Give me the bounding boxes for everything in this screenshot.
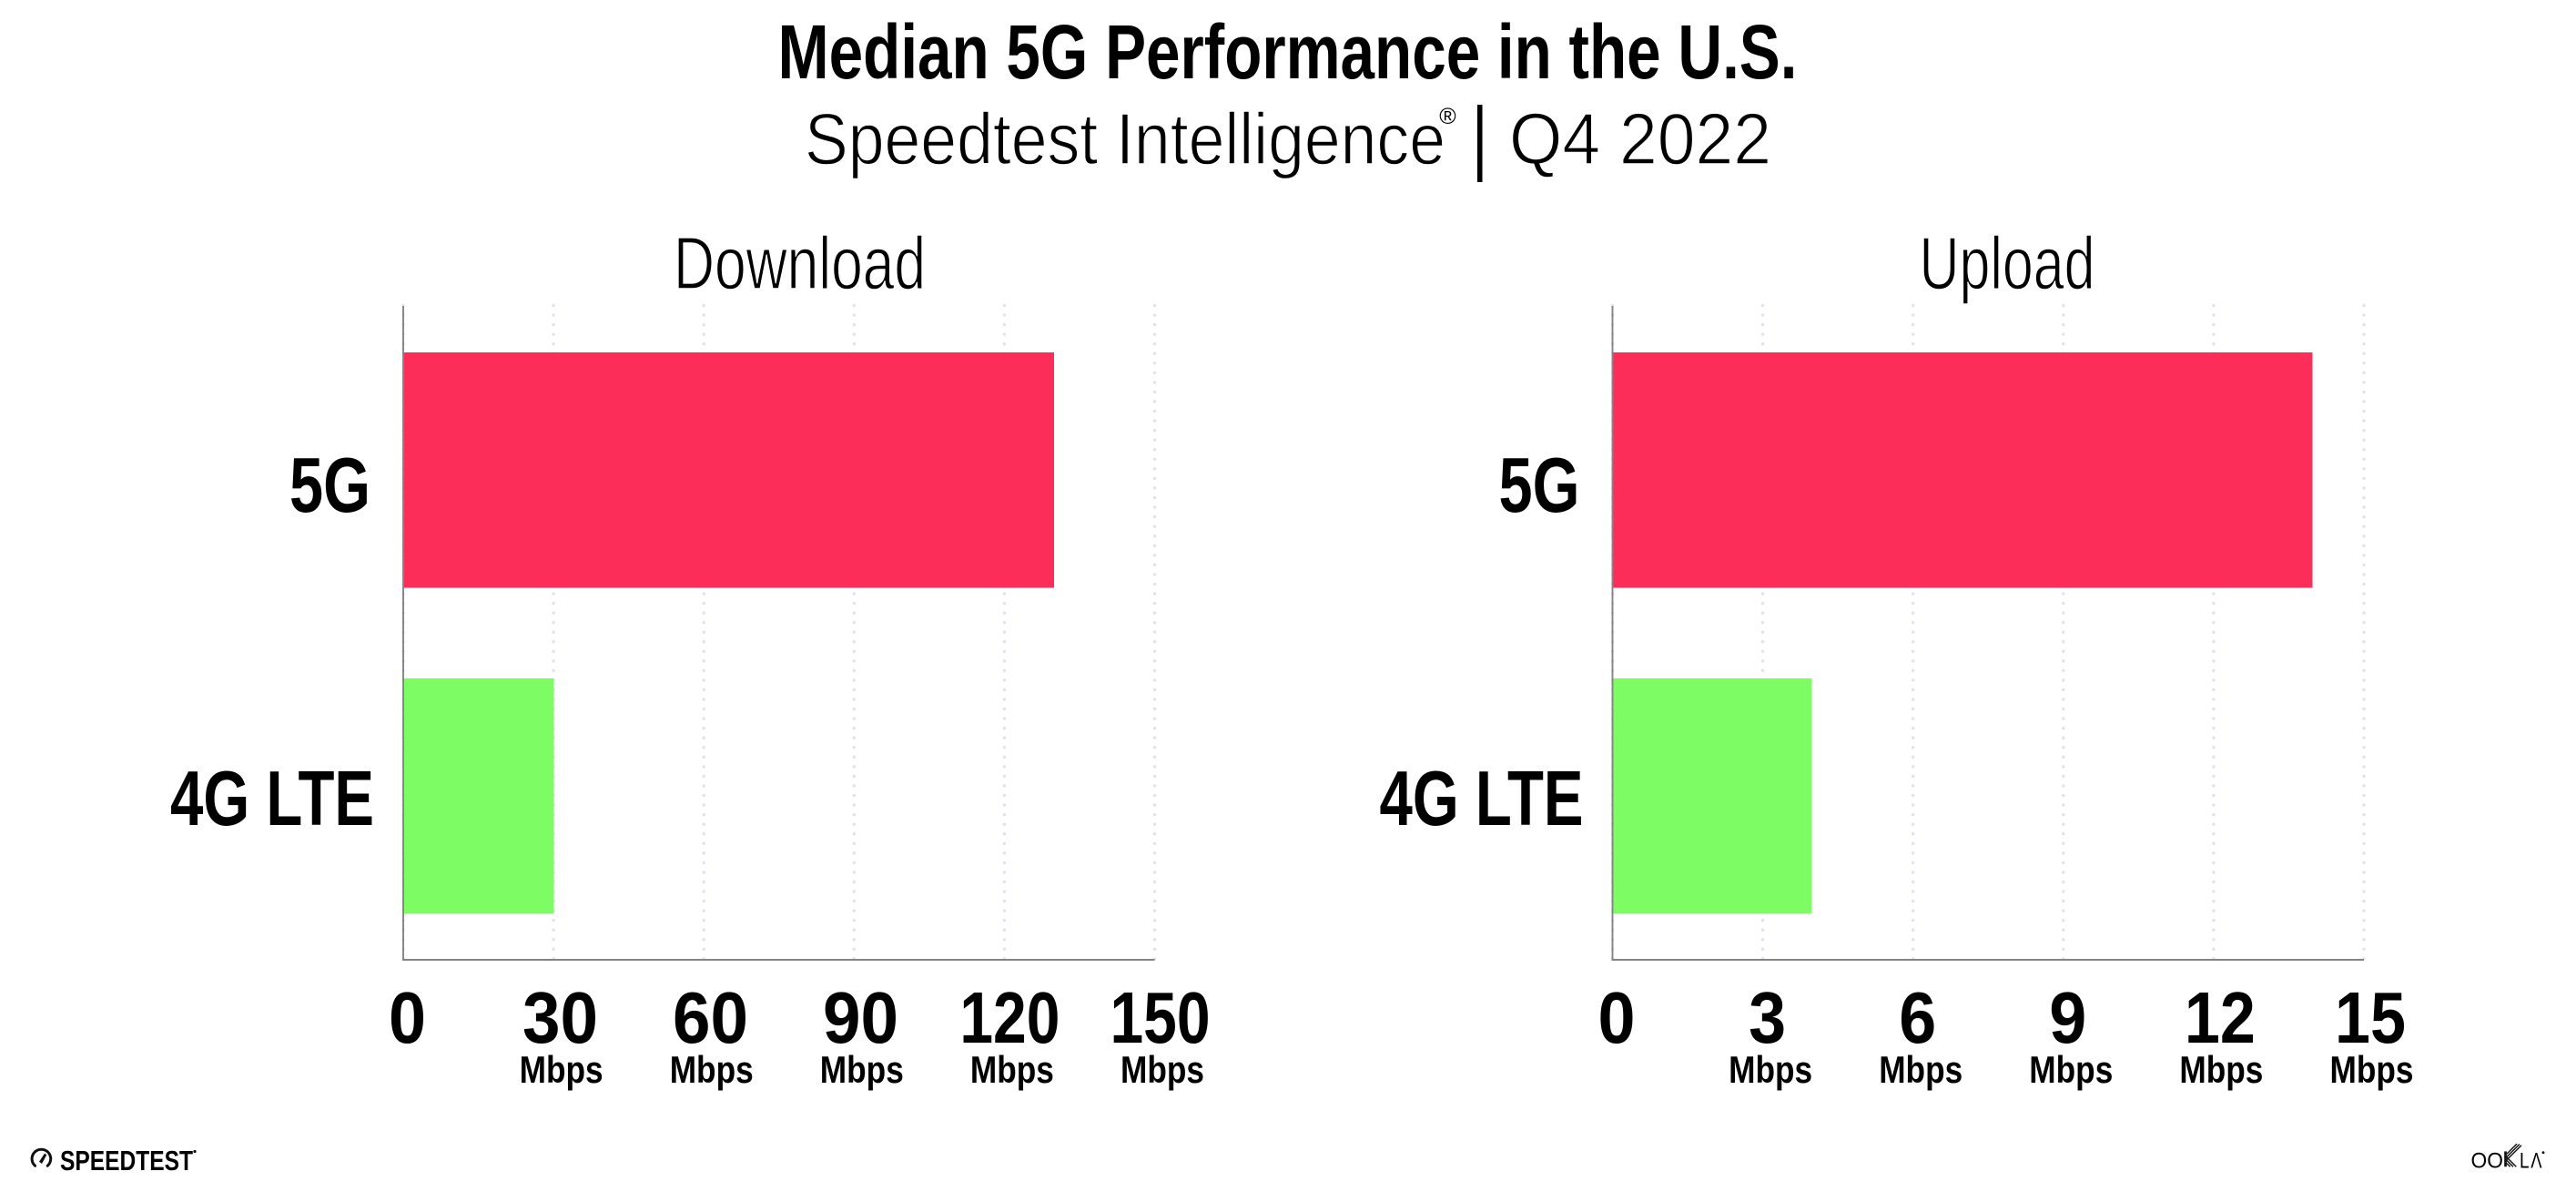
svg-text:Upload: Upload [1920, 222, 2095, 305]
svg-text:Mbps: Mbps [2179, 1048, 2263, 1091]
svg-text:4G LTE: 4G LTE [1380, 756, 1584, 842]
svg-text:120: 120 [959, 977, 1060, 1058]
svg-text:0: 0 [1598, 977, 1636, 1058]
svg-text:Mbps: Mbps [820, 1048, 904, 1091]
svg-text:5G: 5G [1499, 443, 1580, 529]
svg-text:4G LTE: 4G LTE [170, 756, 374, 842]
svg-text:SPEEDTEST: SPEEDTEST [60, 1146, 193, 1177]
svg-text:60: 60 [673, 977, 748, 1058]
svg-text:Median 5G Performance in the U: Median 5G Performance in the U.S. [778, 9, 1798, 95]
svg-text:L: L [2520, 1149, 2530, 1174]
svg-text:Mbps: Mbps [1879, 1048, 1962, 1091]
svg-text:15: 15 [2335, 977, 2406, 1058]
svg-text:5G: 5G [289, 443, 370, 529]
svg-text:Download: Download [674, 222, 926, 305]
svg-text:Speedtest Intelligence: Speedtest Intelligence [805, 98, 1445, 179]
svg-text:6: 6 [1899, 977, 1936, 1058]
svg-text:Mbps: Mbps [1729, 1048, 1812, 1091]
svg-text:9: 9 [2049, 977, 2086, 1058]
svg-text:90: 90 [823, 977, 898, 1058]
svg-text:Mbps: Mbps [970, 1048, 1054, 1091]
svg-text:30: 30 [522, 977, 598, 1058]
svg-text:150: 150 [1111, 977, 1211, 1058]
svg-text:Mbps: Mbps [2029, 1048, 2113, 1091]
svg-text:®: ® [1439, 104, 1456, 129]
svg-text:Λ: Λ [2530, 1149, 2542, 1174]
svg-text:Mbps: Mbps [670, 1048, 754, 1091]
svg-text:Q4 2022: Q4 2022 [1509, 98, 1771, 179]
svg-text:12: 12 [2185, 977, 2256, 1058]
svg-text:Mbps: Mbps [1121, 1048, 1204, 1091]
svg-text:0: 0 [389, 977, 426, 1058]
svg-text:Mbps: Mbps [2330, 1048, 2414, 1091]
svg-text:Mbps: Mbps [520, 1048, 603, 1091]
svg-text:3: 3 [1749, 977, 1786, 1058]
svg-text:OO: OO [2471, 1149, 2504, 1174]
